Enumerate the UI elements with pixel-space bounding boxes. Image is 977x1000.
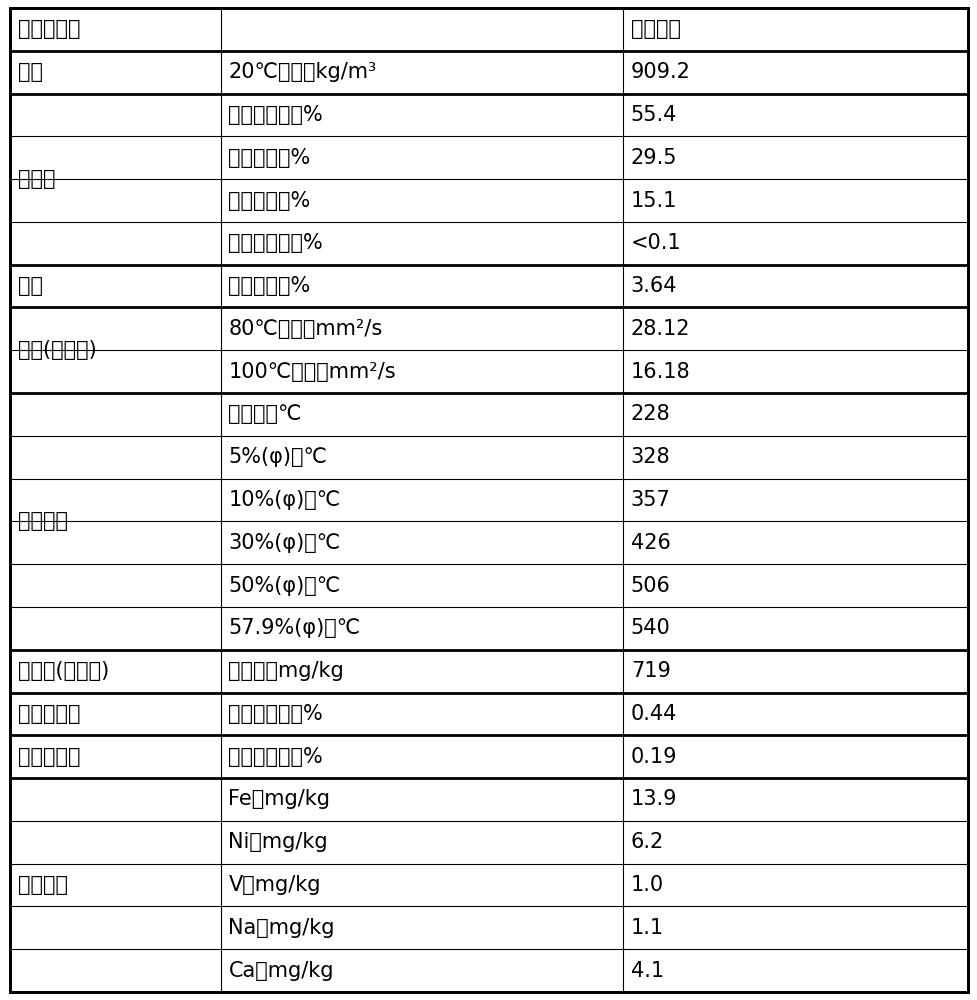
Text: V，mg/kg: V，mg/kg (229, 875, 320, 895)
Text: 55.4: 55.4 (630, 105, 676, 125)
Text: 909.2: 909.2 (630, 62, 690, 82)
Text: 四组分: 四组分 (18, 169, 55, 189)
Text: 碱性氮(深色油): 碱性氮(深色油) (18, 661, 108, 681)
Text: 芳烃，重量%: 芳烃，重量% (229, 148, 311, 168)
Text: 初馏点，℃: 初馏点，℃ (229, 404, 302, 424)
Text: 饱和烃，重量%: 饱和烃，重量% (229, 105, 322, 125)
Text: 原料油名称: 原料油名称 (18, 19, 80, 39)
Text: 沥青质，重量%: 沥青质，重量% (229, 233, 322, 253)
Text: 胶质，重量%: 胶质，重量% (229, 191, 311, 211)
Text: 4.1: 4.1 (630, 961, 663, 981)
Text: 5%(φ)，℃: 5%(φ)，℃ (229, 447, 327, 467)
Text: 10%(φ)，℃: 10%(φ)，℃ (229, 490, 340, 510)
Text: 0.19: 0.19 (630, 747, 677, 767)
Text: 80℃粘度，mm²/s: 80℃粘度，mm²/s (229, 319, 382, 339)
Text: 碱性氮，mg/kg: 碱性氮，mg/kg (229, 661, 344, 681)
Text: 减压馏程: 减压馏程 (18, 511, 67, 531)
Text: 357: 357 (630, 490, 670, 510)
Text: 719: 719 (630, 661, 670, 681)
Text: Ni，mg/kg: Ni，mg/kg (229, 832, 327, 852)
Text: 燕山重油: 燕山重油 (630, 19, 680, 39)
Text: Fe，mg/kg: Fe，mg/kg (229, 789, 330, 809)
Text: 100℃粘度，mm²/s: 100℃粘度，mm²/s (229, 362, 396, 382)
Text: 密度: 密度 (18, 62, 43, 82)
Text: 金属含量: 金属含量 (18, 875, 67, 895)
Text: 30%(φ)，℃: 30%(φ)，℃ (229, 533, 340, 553)
Text: 重油氮含量: 重油氮含量 (18, 747, 80, 767)
Text: 540: 540 (630, 618, 670, 638)
Text: 228: 228 (630, 404, 669, 424)
Text: 15.1: 15.1 (630, 191, 676, 211)
Text: 残炭: 残炭 (18, 276, 43, 296)
Text: 硫含量，重量%: 硫含量，重量% (229, 704, 322, 724)
Text: 氮含量，重量%: 氮含量，重量% (229, 747, 322, 767)
Text: Na，mg/kg: Na，mg/kg (229, 918, 334, 938)
Text: 426: 426 (630, 533, 670, 553)
Text: <0.1: <0.1 (630, 233, 681, 253)
Text: 13.9: 13.9 (630, 789, 677, 809)
Text: 20℃密度，kg/m³: 20℃密度，kg/m³ (229, 62, 376, 82)
Text: 1.1: 1.1 (630, 918, 663, 938)
Text: 粘度(顺流法): 粘度(顺流法) (18, 340, 97, 360)
Text: 328: 328 (630, 447, 669, 467)
Text: Ca，mg/kg: Ca，mg/kg (229, 961, 333, 981)
Text: 29.5: 29.5 (630, 148, 677, 168)
Text: 残炭，重量%: 残炭，重量% (229, 276, 311, 296)
Text: 57.9%(φ)，℃: 57.9%(φ)，℃ (229, 618, 361, 638)
Text: 重油硫含量: 重油硫含量 (18, 704, 80, 724)
Text: 50%(φ)，℃: 50%(φ)，℃ (229, 576, 340, 596)
Text: 6.2: 6.2 (630, 832, 663, 852)
Text: 28.12: 28.12 (630, 319, 690, 339)
Text: 16.18: 16.18 (630, 362, 690, 382)
Text: 506: 506 (630, 576, 670, 596)
Text: 1.0: 1.0 (630, 875, 663, 895)
Text: 3.64: 3.64 (630, 276, 677, 296)
Text: 0.44: 0.44 (630, 704, 676, 724)
